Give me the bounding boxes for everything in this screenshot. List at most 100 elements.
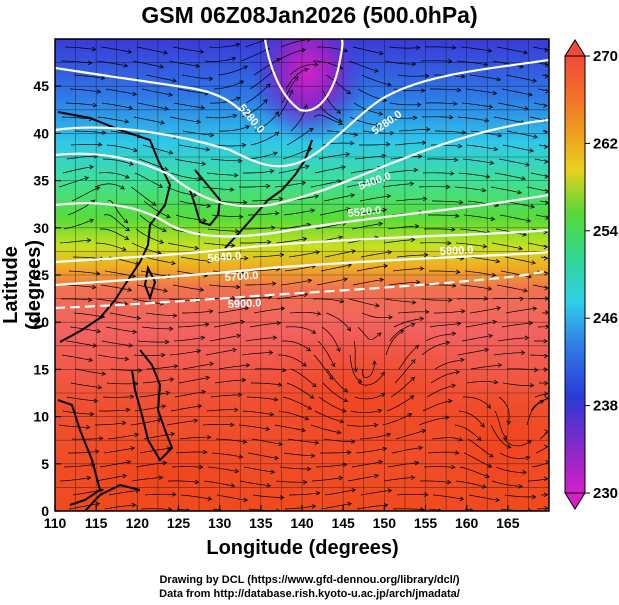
streamline: [62, 166, 94, 174]
streamline: [178, 377, 210, 384]
streamline-arrowhead: [410, 376, 416, 382]
streamline: [466, 144, 498, 150]
streamline-arrowhead: [419, 316, 425, 322]
streamline-arrowhead: [100, 75, 106, 81]
streamline: [70, 143, 102, 146]
streamline-arrowhead: [308, 128, 314, 133]
streamline-arrowhead: [347, 501, 353, 507]
streamline-arrowhead: [336, 429, 342, 435]
streamline-arrowhead: [131, 502, 137, 508]
streamline: [384, 60, 416, 65]
streamline-arrowhead: [411, 299, 417, 305]
streamline: [494, 172, 526, 180]
streamline: [284, 505, 316, 510]
streamline-arrowhead: [309, 394, 315, 399]
streamline: [385, 330, 404, 356]
y-tick-label: 20: [33, 314, 49, 330]
streamline: [398, 129, 430, 132]
streamline-arrowhead: [98, 142, 103, 147]
streamline: [69, 326, 101, 333]
streamline-arrowhead: [314, 194, 320, 199]
streamline-arrowhead: [458, 199, 464, 205]
streamline: [352, 279, 384, 286]
streamline-arrowhead: [272, 335, 278, 341]
streamline: [531, 462, 549, 468]
streamline-arrowhead: [301, 427, 306, 433]
streamline-arrowhead: [274, 455, 280, 461]
streamline: [357, 326, 382, 341]
streamline-arrowhead: [125, 226, 130, 232]
streamline-arrowhead: [415, 279, 421, 285]
x-tick-label: 130: [208, 515, 232, 531]
streamline: [171, 466, 203, 468]
streamline-arrowhead: [447, 399, 453, 404]
streamline-arrowhead: [336, 109, 342, 114]
streamline-arrowhead: [207, 434, 212, 440]
streamline: [240, 48, 270, 62]
streamline: [425, 333, 456, 342]
streamline-arrowhead: [160, 120, 166, 125]
streamline: [95, 242, 127, 251]
streamline-arrowhead: [544, 380, 549, 386]
streamline: [432, 200, 463, 203]
streamline-arrowhead: [304, 67, 310, 72]
streamline: [499, 452, 530, 459]
streamline-arrowhead: [243, 200, 248, 205]
streamline: [279, 223, 311, 230]
streamline-arrowhead: [86, 475, 92, 481]
streamline-arrowhead: [159, 239, 165, 244]
streamline: [64, 46, 96, 50]
streamline-arrowhead: [244, 306, 250, 311]
streamline-arrowhead: [487, 463, 493, 468]
streamline-arrowhead: [281, 367, 287, 373]
streamline: [397, 74, 429, 77]
streamline-arrowhead: [240, 319, 246, 325]
y-tick-label: 5: [41, 456, 49, 472]
streamline: [354, 393, 385, 400]
streamline: [58, 177, 89, 188]
contour-label-5520: 5520.0: [347, 205, 382, 220]
streamline-arrowhead: [192, 192, 198, 198]
streamline-arrowhead: [484, 347, 490, 353]
streamline-arrowhead: [168, 92, 174, 97]
streamline-arrowhead: [347, 263, 353, 268]
streamline: [207, 228, 239, 232]
streamline: [216, 494, 248, 501]
streamline: [99, 461, 131, 468]
streamline: [501, 88, 533, 96]
streamline: [242, 410, 274, 416]
streamline: [99, 409, 130, 412]
streamline: [460, 46, 492, 52]
streamline: [361, 361, 375, 378]
streamline-arrowhead: [495, 497, 501, 503]
streamline: [74, 130, 106, 134]
streamline: [468, 256, 500, 263]
streamline-arrowhead: [343, 388, 349, 393]
streamline-arrowhead: [530, 204, 536, 209]
contour-5400: [55, 58, 549, 168]
streamline: [141, 326, 173, 330]
streamline: [143, 433, 175, 440]
streamline: [464, 270, 496, 276]
streamline-arrowhead: [331, 362, 336, 368]
streamline: [319, 208, 351, 216]
streamline: [469, 307, 501, 314]
streamline-arrowhead: [311, 329, 317, 334]
streamline-arrowhead: [193, 418, 199, 424]
streamline: [136, 46, 168, 54]
streamline: [173, 337, 205, 342]
streamline-arrowhead: [357, 378, 363, 383]
streamline: [102, 396, 134, 398]
streamline: [63, 464, 95, 468]
streamline-arrowhead: [165, 390, 171, 396]
streamline: [490, 424, 511, 449]
streamline: [534, 393, 548, 398]
streamline-arrowhead: [383, 263, 389, 269]
streamline-arrowhead: [207, 258, 213, 264]
streamline: [205, 114, 237, 119]
colorbar-tick-label: 238: [593, 398, 618, 415]
streamline: [360, 251, 392, 258]
streamline: [245, 83, 271, 104]
streamline: [61, 116, 93, 120]
chart-title: GSM 06Z08Jan2026 (500.0hPa): [141, 2, 478, 28]
